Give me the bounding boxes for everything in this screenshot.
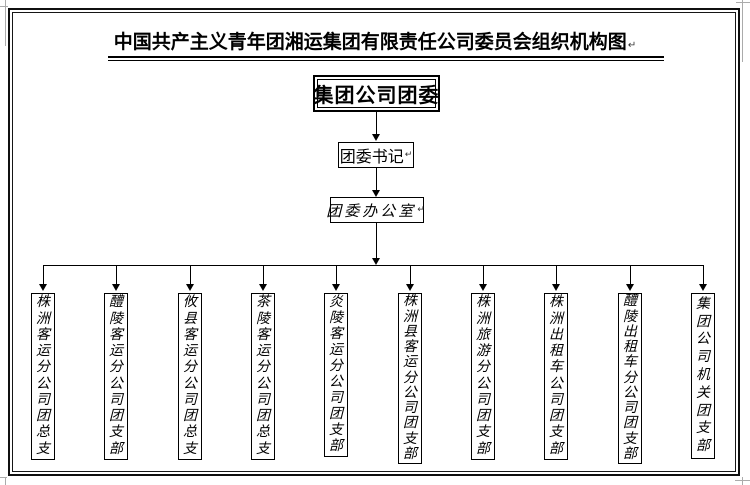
org-box-branch-liling-taxi: 醴陵出租车分公司团支部 <box>618 293 642 464</box>
org-box-branch-chaling-passenger: 茶陵客运分公司团总支 <box>251 293 275 460</box>
arrow-down-icon <box>479 284 487 291</box>
connector-line <box>410 265 411 285</box>
org-box-branch-yanling-passenger: 炎陵客运分公司团支部 <box>324 293 348 457</box>
connector-line <box>483 265 484 285</box>
chart-title-text: 中国共产主义青年团湘运集团有限责任公司委员会组织机构图 <box>113 32 627 53</box>
arrow-down-icon <box>372 190 380 197</box>
org-box-branch-liling-passenger: 醴陵客运分公司团支部 <box>104 293 128 460</box>
arrow-down-icon <box>259 284 267 291</box>
screen-artifact-line <box>736 2 750 3</box>
connector-line <box>376 223 377 258</box>
arrow-down-icon <box>372 258 380 265</box>
screen-artifact-line <box>0 6 8 7</box>
screen-artifact-line <box>742 477 743 485</box>
connector-line <box>630 265 631 285</box>
connector-line <box>190 265 191 285</box>
screen-artifact-line <box>5 477 6 485</box>
branch-label: 株洲县客运分公司团支部 <box>403 294 417 462</box>
branch-label: 醴陵客运分公司团支部 <box>109 295 123 457</box>
title-double-underline <box>108 56 664 61</box>
org-box-branch-zhuzhou-passenger: 株洲客运分公司团总支 <box>31 293 55 460</box>
branch-label: 醴陵出租车分公司团支部 <box>623 294 637 462</box>
paragraph-mark-icon: ↵ <box>627 40 637 51</box>
org-box-branch-group-headquarters: 集团公司机关团支部 <box>691 293 715 459</box>
org-box-secretary: 团委书记 ↵ <box>338 142 414 168</box>
arrow-down-icon <box>626 284 634 291</box>
arrow-down-icon <box>112 284 120 291</box>
paragraph-mark-icon: ↵ <box>404 150 413 160</box>
connector-line <box>336 265 337 285</box>
org-box-branch-zhuzhou-county-passenger: 株洲县客运分公司团支部 <box>398 293 422 464</box>
org-box-group-committee: 集团公司团委 <box>313 75 440 112</box>
branch-label: 茶陵客运分公司团总支 <box>256 295 270 457</box>
arrow-down-icon <box>372 134 380 141</box>
arrow-down-icon <box>699 284 707 291</box>
arrow-down-icon <box>552 284 560 291</box>
branch-label: 株洲旅游分公司团支部 <box>476 295 490 457</box>
org-box-branch-zhuzhou-tourism: 株洲旅游分公司团支部 <box>471 293 495 460</box>
connector-line <box>376 168 377 190</box>
arrow-down-icon <box>39 284 47 291</box>
connector-line <box>116 265 117 285</box>
branch-label: 株洲出租车公司团支部 <box>549 295 563 457</box>
connector-horizontal-line <box>43 265 704 266</box>
org-box-branch-youxian-passenger: 攸县客运分公司团总支 <box>178 293 202 460</box>
page-border <box>8 8 740 476</box>
connector-line <box>43 265 44 285</box>
screen-artifact-line <box>0 477 7 478</box>
branch-label: 炎陵客运分公司团支部 <box>329 295 343 454</box>
org-box-group-committee-label: 集团公司团委 <box>314 79 439 108</box>
connector-line <box>376 112 377 134</box>
arrow-down-icon <box>406 284 414 291</box>
org-box-office-label: 团委办公室 <box>326 203 417 220</box>
paragraph-mark-icon: ↵ <box>417 205 428 215</box>
connector-line <box>703 265 704 285</box>
screen-artifact-line <box>5 0 6 46</box>
chart-title: 中国共产主义青年团湘运集团有限责任公司委员会组织机构图↵ <box>0 27 750 54</box>
connector-line <box>263 265 264 285</box>
arrow-down-icon <box>186 284 194 291</box>
screen-artifact-line <box>742 0 743 62</box>
org-box-office: 团委办公室 ↵ <box>326 197 425 223</box>
branch-label: 株洲客运分公司团总支 <box>36 295 50 457</box>
page-border-inner <box>12 12 736 472</box>
org-box-branch-zhuzhou-taxi: 株洲出租车公司团支部 <box>544 293 568 460</box>
arrow-down-icon <box>332 284 340 291</box>
connector-line <box>556 265 557 285</box>
branch-label: 攸县客运分公司团总支 <box>183 295 197 457</box>
org-box-secretary-label: 团委书记 <box>339 149 404 166</box>
branch-label: 集团公司机关团支部 <box>696 296 710 455</box>
